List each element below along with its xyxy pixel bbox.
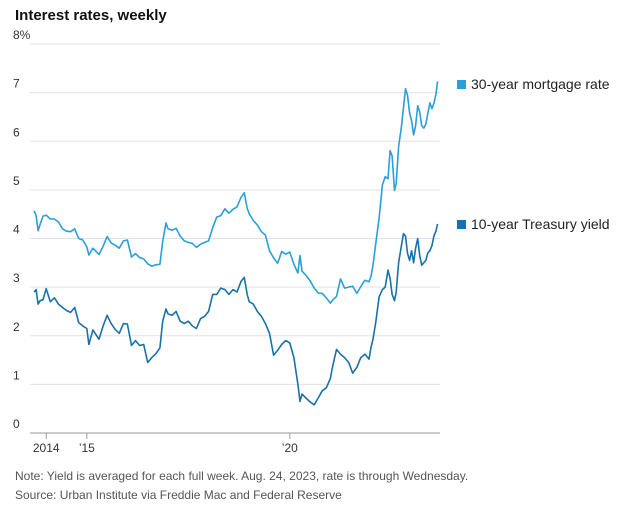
y-tick-label: 2 xyxy=(13,320,20,334)
x-tick-label: ’15 xyxy=(79,441,95,455)
legend-label-0: 30-year mortgage rate xyxy=(471,76,610,92)
series-line-0 xyxy=(33,81,439,304)
y-tick-label: 8% xyxy=(13,28,31,42)
chart-note: Note: Yield is averaged for each full we… xyxy=(15,469,468,483)
legend: 30-year mortgage rate 10-year Treasury yi… xyxy=(457,76,610,232)
chart-source: Source: Urban Institute via Freddie Mac … xyxy=(15,488,342,502)
y-tick-label: 4 xyxy=(13,223,20,237)
x-tick-label: ’20 xyxy=(282,441,298,455)
series-lines xyxy=(33,81,439,406)
y-tick-label: 6 xyxy=(13,125,20,139)
x-axis: 2014 ’15 ’20 xyxy=(30,432,440,455)
y-tick-label: 3 xyxy=(13,271,20,285)
y-tick-label: 7 xyxy=(13,77,20,91)
chart-title: Interest rates, weekly xyxy=(15,7,167,24)
y-tick-label: 1 xyxy=(13,368,20,382)
y-tick-label: 5 xyxy=(13,174,20,188)
y-tick-label: 0 xyxy=(13,417,20,431)
legend-label-1: 10-year Treasury yield xyxy=(471,216,610,232)
legend-swatch-1 xyxy=(457,220,466,229)
series-line-1 xyxy=(33,223,439,406)
grid-lines xyxy=(30,43,440,385)
y-axis-tick-labels: 0 1 2 3 4 5 6 7 8% xyxy=(13,28,31,431)
legend-swatch-0 xyxy=(457,80,466,89)
x-tick-label: 2014 xyxy=(33,441,60,455)
